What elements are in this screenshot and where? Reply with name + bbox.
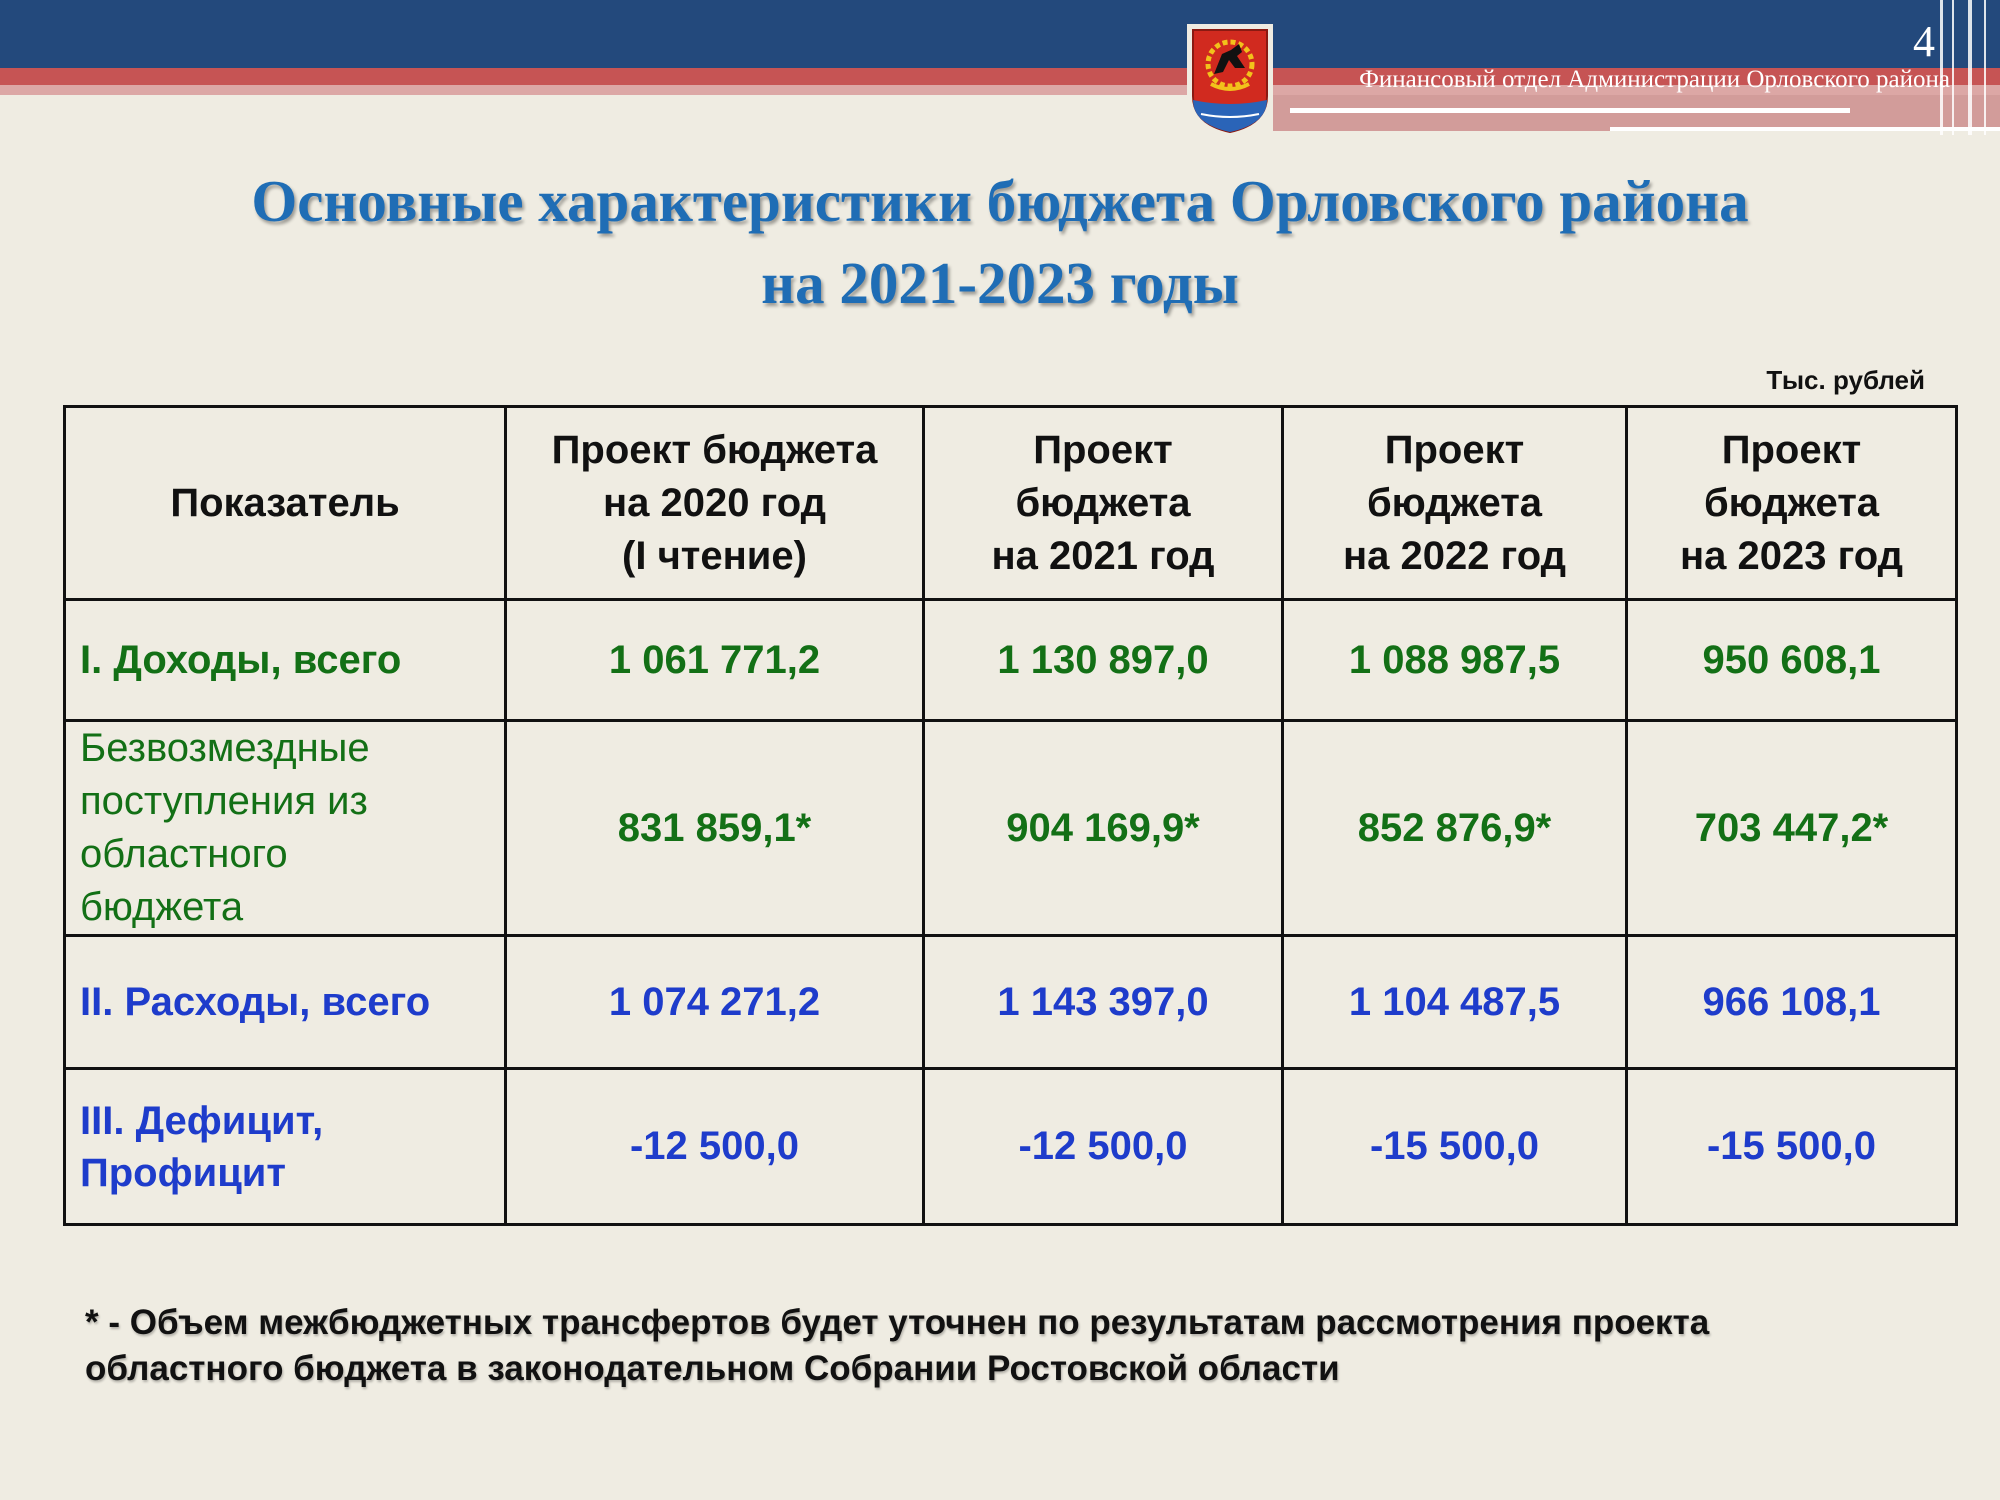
row-label-expenses: II. Расходы, всего [63,934,507,1070]
footnote-line-2: областного бюджета в законодательном Соб… [85,1349,1340,1388]
table-cell: 1 104 487,5 [1281,934,1628,1070]
header-band-red [0,68,2000,85]
table-cell: -12 500,0 [922,1067,1284,1226]
table-cell: -15 500,0 [1625,1067,1958,1226]
table-cell: 703 447,2* [1625,719,1958,937]
row-label-grants: Безвозмездные поступления из областного … [63,719,507,937]
header-stripe [1952,0,1954,135]
footnote: * - Объем межбюджетных трансфертов будет… [85,1300,1920,1392]
table-row-income: I. Доходы, всего 1 061 771,2 1 130 897,0… [63,598,1958,722]
row-label-deficit: III. Дефицит, Профицит [63,1067,507,1226]
table-cell: 1 061 771,2 [504,598,925,722]
table-cell: 904 169,9* [922,719,1284,937]
table-row-grants: Безвозмездные поступления из областного … [63,719,1958,937]
slide-title-line-2: на 2021-2023 годы [761,250,1239,316]
org-name: Финансовый отдел Администрации Орловског… [1359,66,1950,93]
footnote-line-1: * - Объем межбюджетных трансфертов будет… [85,1303,1710,1342]
table-cell: 966 108,1 [1625,934,1958,1070]
page-number: 4 [1913,17,1935,66]
header-divider-line [1290,108,1850,113]
column-header-2020: Проект бюджета на 2020 год (I чтение) [504,405,925,601]
column-header-indicator: Показатель [63,405,507,601]
coat-of-arms-icon [1187,24,1273,136]
column-header-2023: Проект бюджета на 2023 год [1625,405,1958,601]
table-cell: 1 130 897,0 [922,598,1284,722]
table-cell: 831 859,1* [504,719,925,937]
budget-table: Показатель Проект бюджета на 2020 год (I… [63,405,1958,1226]
header-stripe [1968,0,1972,135]
table-cell: -12 500,0 [504,1067,925,1226]
table-cell: 852 876,9* [1281,719,1628,937]
slide-title-line-1: Основные характеристики бюджета Орловско… [251,168,1749,234]
header-divider-line-short [1610,127,2000,131]
table-header-row: Показатель Проект бюджета на 2020 год (I… [63,405,1958,601]
table-cell: 1 088 987,5 [1281,598,1628,722]
header-band-pink-right [1230,95,2000,131]
header-band-pink [0,85,2000,95]
column-header-2021: Проект бюджета на 2021 год [922,405,1284,601]
column-header-2022: Проект бюджета на 2022 год [1281,405,1628,601]
table-row-deficit: III. Дефицит, Профицит -12 500,0 -12 500… [63,1067,1958,1226]
header-band-blue [0,0,2000,68]
table-cell: 1 143 397,0 [922,934,1284,1070]
table-cell: 1 074 271,2 [504,934,925,1070]
unit-label: Тыс. рублей [1766,365,1925,395]
header-stripe [1940,0,1943,135]
slide-title: Основные характеристики бюджета Орловско… [100,160,1900,324]
table-row-expenses: II. Расходы, всего 1 074 271,2 1 143 397… [63,934,1958,1070]
header-stripe [1984,0,1986,135]
row-label-income: I. Доходы, всего [63,598,507,722]
table-cell: -15 500,0 [1281,1067,1628,1226]
table-cell: 950 608,1 [1625,598,1958,722]
